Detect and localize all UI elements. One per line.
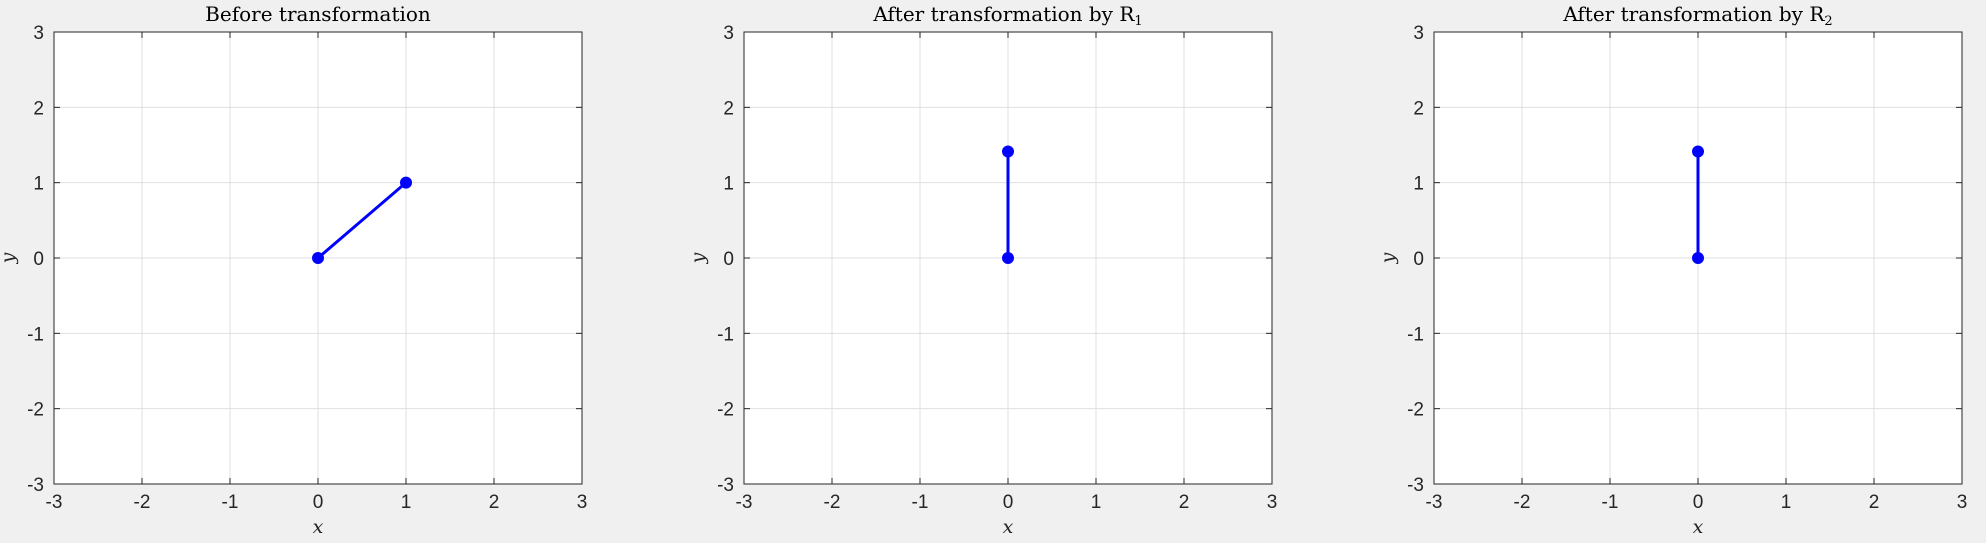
y-tick-label: 3 bbox=[1413, 23, 1424, 44]
x-tick-label: 1 bbox=[1091, 492, 1102, 513]
y-tick-label: -2 bbox=[27, 400, 44, 421]
chart-title: After transformation by R2 bbox=[1562, 2, 1832, 29]
x-tick-label: 0 bbox=[1003, 492, 1014, 513]
x-tick-label: 1 bbox=[1781, 492, 1792, 513]
x-tick-label: 3 bbox=[1267, 492, 1278, 513]
x-tick-label: -2 bbox=[134, 492, 151, 513]
x-tick-label: 1 bbox=[401, 492, 412, 513]
x-axis-label: x bbox=[313, 516, 324, 538]
y-axis-label: y bbox=[1377, 252, 1399, 264]
x-tick-label: -1 bbox=[222, 492, 239, 513]
y-tick-label: 0 bbox=[1413, 249, 1424, 270]
chart-panel-1: -3 -2 -1 0 1 2 3 -3 -2 -1 0 1 2 3 x y Before transformat… bbox=[0, 2, 587, 538]
y-tick-label: -1 bbox=[717, 324, 734, 345]
x-tick-label: -3 bbox=[46, 492, 63, 513]
y-tick-label: 1 bbox=[33, 174, 44, 195]
chart-title: Before transformation bbox=[205, 2, 431, 26]
y-tick-label: 2 bbox=[33, 98, 44, 119]
data-point bbox=[400, 176, 412, 189]
x-tick-label: -1 bbox=[1602, 492, 1619, 513]
y-tick-label: -1 bbox=[1407, 324, 1424, 345]
y-tick-label: 1 bbox=[1413, 174, 1424, 195]
x-tick-label: 2 bbox=[489, 492, 500, 513]
data-point bbox=[1002, 145, 1014, 158]
x-tick-label: 2 bbox=[1179, 492, 1190, 513]
y-axis-label: y bbox=[687, 252, 709, 264]
y-tick-label: 2 bbox=[1413, 98, 1424, 119]
y-tick-label: 2 bbox=[723, 98, 734, 119]
data-point bbox=[1692, 252, 1704, 264]
y-tick-label: -3 bbox=[717, 475, 734, 496]
y-tick-label: 0 bbox=[723, 249, 734, 270]
x-tick-label: 0 bbox=[1693, 492, 1704, 513]
chart-title-subscript: 1 bbox=[1134, 14, 1142, 29]
y-tick-label: 0 bbox=[33, 249, 44, 270]
x-tick-label: 0 bbox=[313, 492, 324, 513]
x-tick-label: 3 bbox=[1957, 492, 1968, 513]
y-tick-label: -2 bbox=[717, 400, 734, 421]
series-line bbox=[317, 181, 407, 260]
x-axis-label: x bbox=[1693, 516, 1704, 538]
chart-title-main: After transformation by R bbox=[1562, 2, 1825, 26]
y-tick-label: 3 bbox=[33, 23, 44, 44]
chart-title-main: After transformation by R bbox=[872, 2, 1135, 26]
data-point bbox=[312, 252, 324, 264]
x-tick-label: 2 bbox=[1869, 492, 1880, 513]
x-tick-label: -1 bbox=[912, 492, 929, 513]
x-axis-label: x bbox=[1003, 516, 1014, 538]
x-tick-label: -3 bbox=[1426, 492, 1443, 513]
x-tick-label: -2 bbox=[824, 492, 841, 513]
y-axis-label: y bbox=[0, 252, 19, 264]
chart-panel-3: -3 -2 -1 0 1 2 3 -3 -2 -1 0 1 2 3 x y After transformati… bbox=[1377, 2, 1967, 538]
chart-title-subscript: 2 bbox=[1824, 14, 1832, 29]
y-tick-label: -3 bbox=[27, 475, 44, 496]
x-tick-label: -2 bbox=[1514, 492, 1531, 513]
y-tick-label: -2 bbox=[1407, 400, 1424, 421]
chart-title-main: Before transformation bbox=[205, 2, 431, 26]
data-point bbox=[1002, 252, 1014, 264]
y-tick-label: -1 bbox=[27, 324, 44, 345]
chart-panel-2: -3 -2 -1 0 1 2 3 -3 -2 -1 0 1 2 3 x y After transformati… bbox=[687, 2, 1277, 538]
y-tick-label: 3 bbox=[723, 23, 734, 44]
chart-title: After transformation by R1 bbox=[872, 2, 1142, 29]
x-tick-label: 3 bbox=[577, 492, 588, 513]
y-tick-label: -3 bbox=[1407, 475, 1424, 496]
data-point bbox=[1692, 145, 1704, 158]
x-tick-label: -3 bbox=[736, 492, 753, 513]
y-tick-label: 1 bbox=[723, 174, 734, 195]
